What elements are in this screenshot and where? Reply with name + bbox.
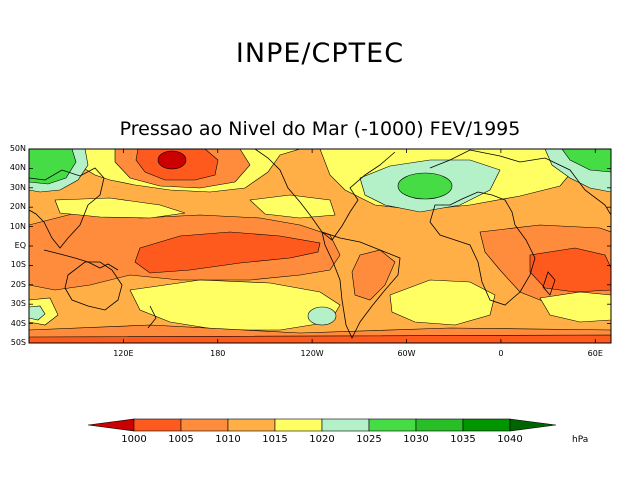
lat-label: 50S	[10, 338, 26, 347]
lon-label: 0	[498, 349, 504, 358]
legend-swatch	[321, 418, 370, 432]
legend-unit: hPa	[572, 435, 589, 445]
lat-label: 10S	[10, 260, 26, 270]
legend-swatch	[415, 418, 464, 432]
coastline-asia	[29, 167, 105, 249]
coastline-eurasia-north	[429, 149, 611, 216]
lat-label: EQ	[14, 241, 26, 250]
lat-label: 40N	[9, 163, 26, 173]
legend-tick-label: 1035	[450, 434, 476, 445]
coastline-north-america	[254, 149, 396, 241]
pressure-region	[529, 247, 611, 293]
pressure-region	[29, 305, 46, 321]
coastline-south-america	[321, 231, 401, 339]
lon-ticks	[122, 149, 596, 343]
lat-label: 30N	[9, 182, 26, 192]
coastline-australia	[64, 261, 123, 311]
pressure-region	[539, 291, 611, 323]
legend-swatch	[227, 418, 276, 432]
lon-label: 120E	[113, 349, 134, 358]
legend-swatch	[133, 418, 182, 432]
lon-label: 60E	[587, 349, 603, 358]
lat-ticks	[29, 148, 611, 344]
lat-label: 30S	[10, 299, 26, 309]
legend-tick-label: 1010	[215, 434, 241, 445]
map-title: Pressao ao Nivel do Mar (-1000) FEV/1995	[119, 118, 521, 140]
legend-tick-label: 1020	[309, 434, 335, 445]
lon-label: 120W	[300, 349, 324, 358]
pressure-region	[561, 149, 611, 173]
pressure-region	[351, 249, 396, 301]
lat-label: 50N	[9, 144, 26, 153]
legend-swatch	[274, 418, 323, 432]
legend-bar	[87, 418, 557, 432]
coastline-madagascar	[542, 271, 556, 296]
pressure-high	[397, 172, 453, 200]
lat-label: 10N	[9, 221, 26, 231]
pressure-region	[29, 334, 611, 343]
lon-label: 180	[210, 349, 226, 358]
header-title: INPE/CPTEC	[235, 38, 405, 69]
pressure-region	[134, 231, 321, 274]
legend-tick-label: 1015	[262, 434, 288, 445]
legend-swatch	[462, 418, 511, 432]
pressure-high	[307, 306, 337, 326]
pressure-low	[157, 150, 187, 170]
legend-tick-label: 1025	[356, 434, 382, 445]
pressure-region	[54, 197, 186, 219]
lon-label: 60W	[397, 349, 416, 358]
lat-label: 20S	[10, 279, 26, 289]
pressure-region	[389, 279, 496, 326]
legend-arrow-left	[87, 418, 135, 432]
legend-arrow-right	[509, 418, 557, 432]
pressure-region	[249, 194, 336, 219]
coastlines	[29, 149, 611, 339]
lat-label: 20N	[9, 202, 26, 212]
legend-tick-label: 1040	[497, 434, 523, 445]
lat-label: 40S	[10, 318, 26, 328]
legend-swatch	[180, 418, 229, 432]
pressure-region	[29, 149, 77, 185]
coastline-europe-africa	[429, 191, 536, 306]
legend-swatch	[368, 418, 417, 432]
legend-tick-label: 1000	[121, 434, 147, 445]
legend-tick-label: 1030	[403, 434, 429, 445]
coastline-new-zealand	[147, 305, 157, 329]
legend-tick-label: 1005	[168, 434, 194, 445]
